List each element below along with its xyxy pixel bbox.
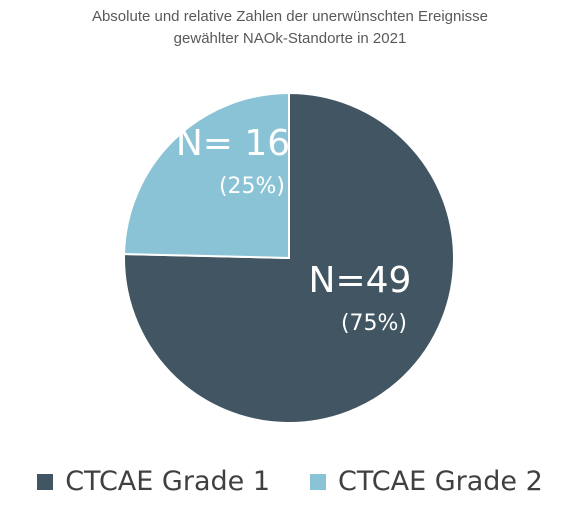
chart-title-line-1: Absolute und relative Zahlen der unerwün… <box>91 8 489 25</box>
chart-title: Absolute und relative Zahlen der unerwün… <box>0 6 580 50</box>
slice-count-label-grade-2: N= 16 <box>176 123 290 164</box>
chart-title-line-2: gewählter NAOk-Standorte in 2021 <box>173 30 407 47</box>
legend: CTCAE Grade 1 CTCAE Grade 2 <box>0 466 580 497</box>
legend-label-grade-1: CTCAE Grade 1 <box>65 466 270 497</box>
legend-swatch-grade-1 <box>37 473 54 490</box>
legend-label-grade-2: CTCAE Grade 2 <box>338 466 543 497</box>
slice-percent-label-grade-1: (75%) <box>341 311 407 336</box>
legend-item-grade-2: CTCAE Grade 2 <box>310 466 543 497</box>
slice-percent-label-grade-2: (25%) <box>219 174 285 199</box>
legend-item-grade-1: CTCAE Grade 1 <box>37 466 270 497</box>
legend-swatch-grade-2 <box>310 473 326 490</box>
slice-count-label-grade-1: N=49 <box>309 260 412 301</box>
pie-slice-grade-1 <box>123 91 455 424</box>
pie-slice-grade-2 <box>123 91 290 260</box>
